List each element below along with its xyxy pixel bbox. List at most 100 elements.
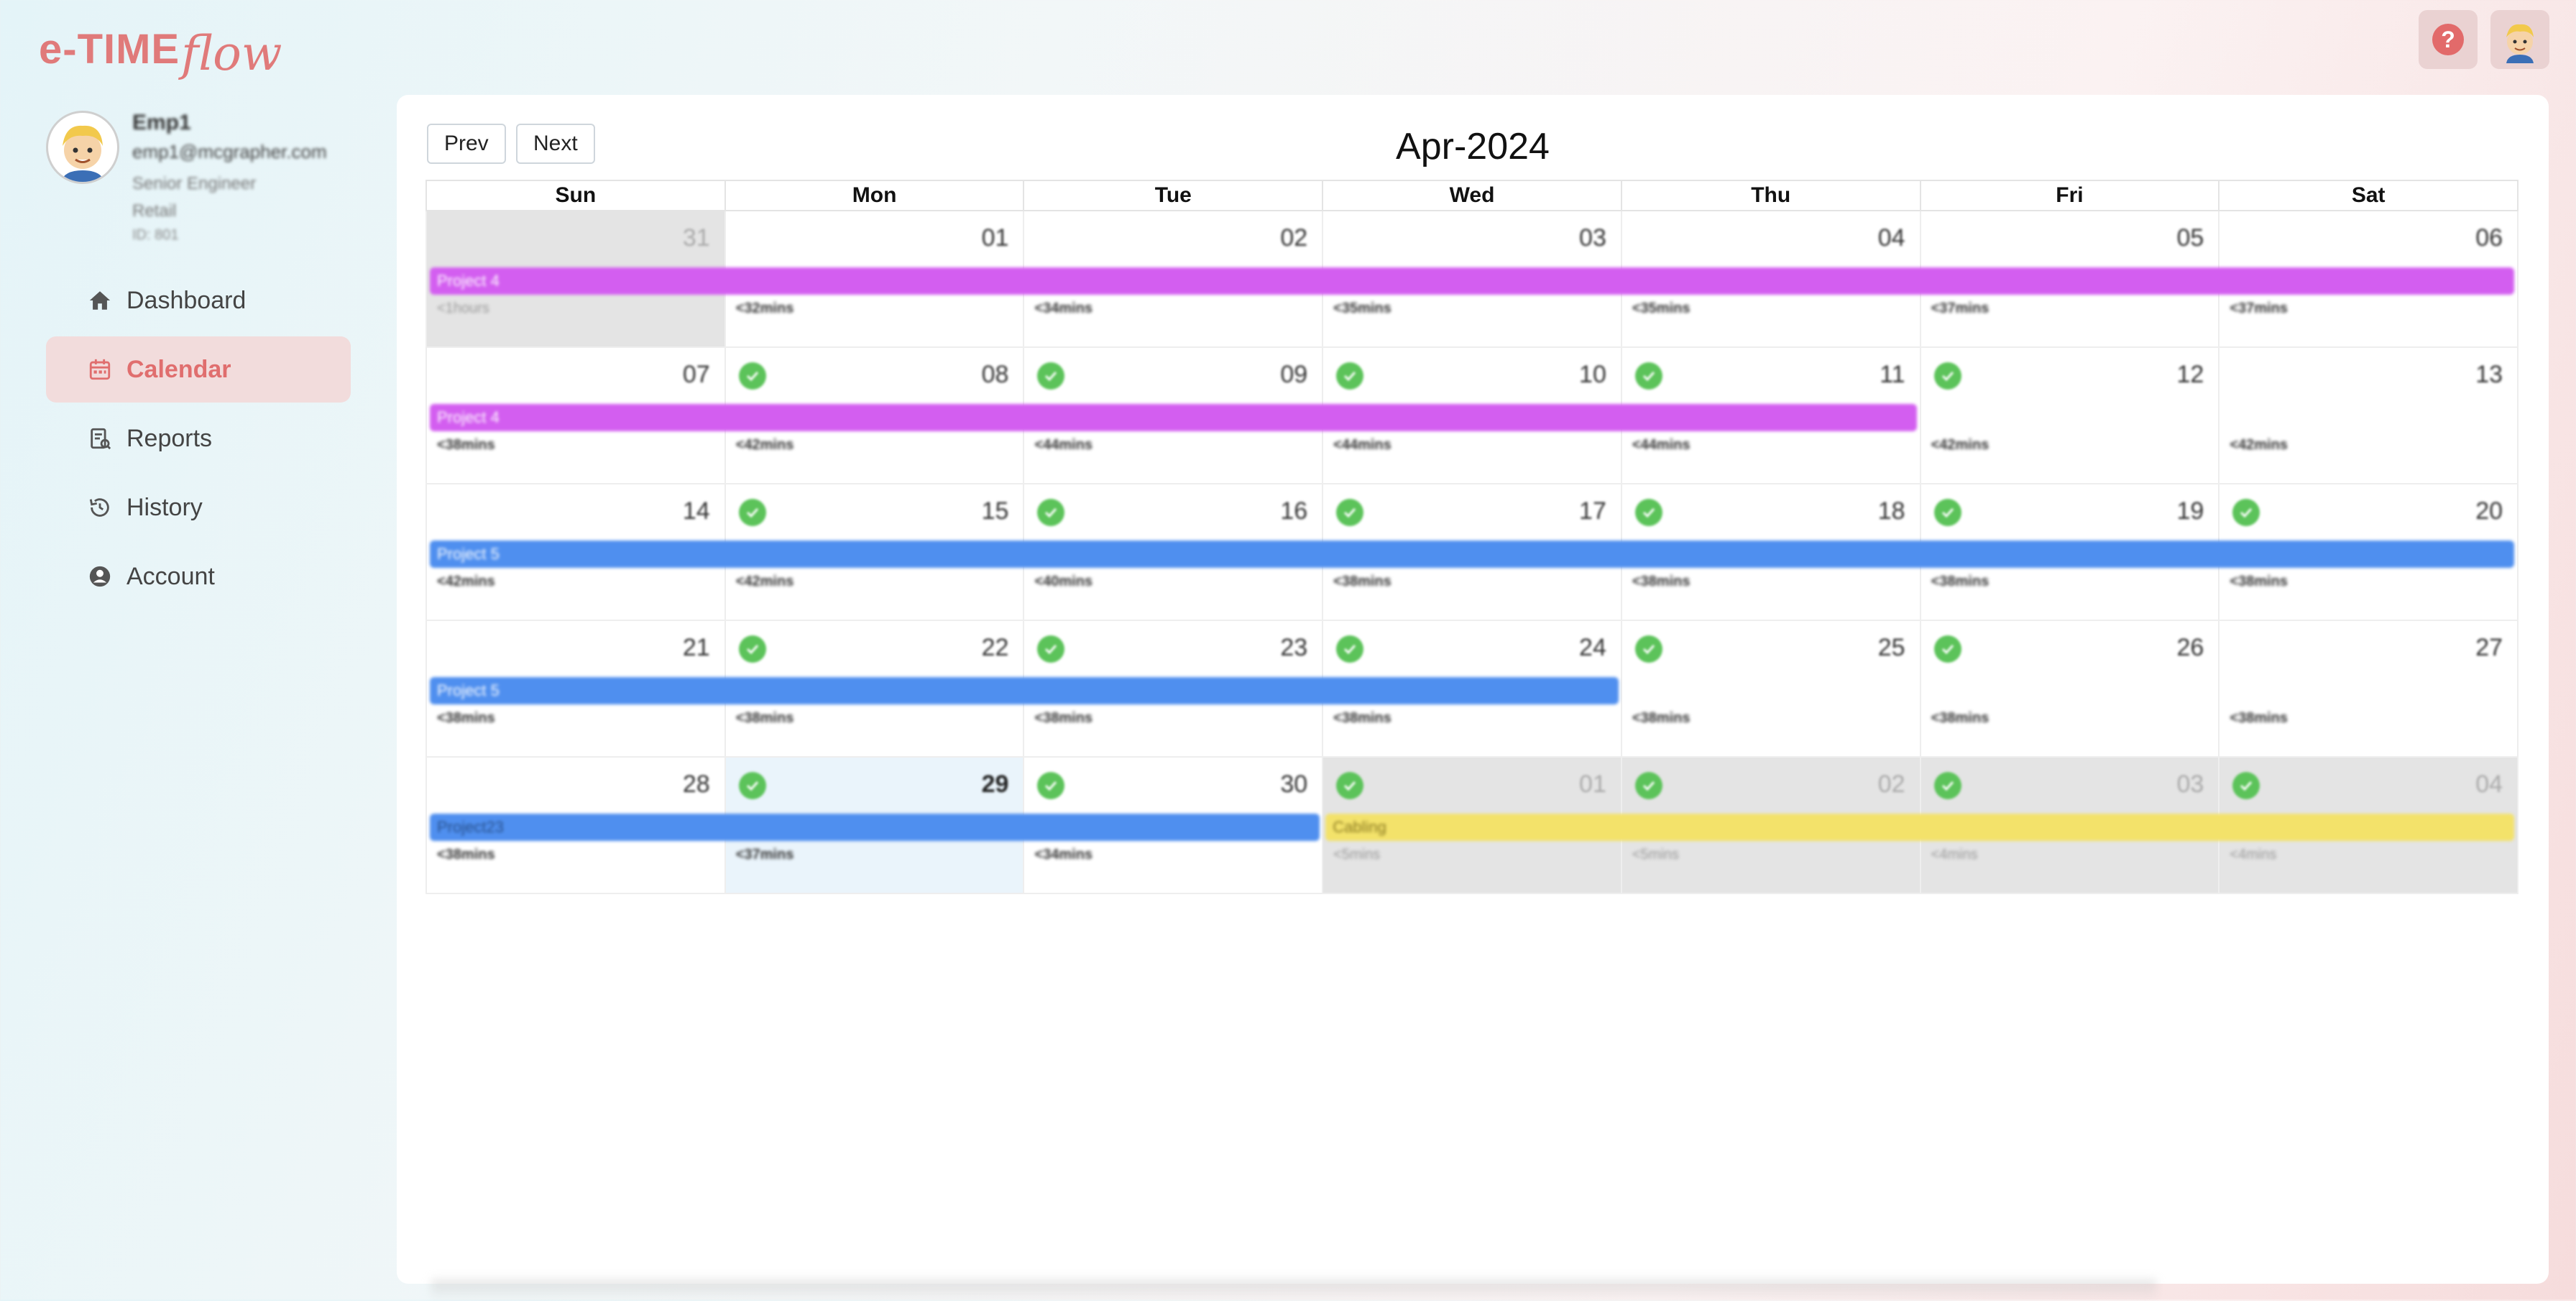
day-number: 17 [1579,497,1606,525]
day-hours: <38mins [1333,574,1392,589]
profile-department: Retail [132,201,177,221]
weekday-fri: Fri [1919,181,2219,210]
day-hours: <40mins [1034,574,1093,589]
day-number: 24 [1579,634,1606,661]
calendar-day[interactable]: 21 <38mins [427,621,724,756]
calendar-day[interactable]: 18 <38mins [1620,484,1920,620]
sidebar-item-reports[interactable]: Reports [46,405,351,472]
day-number: 28 [682,771,710,798]
check-icon [1037,362,1065,390]
avatar-icon [61,125,104,182]
user-avatar-button[interactable] [2490,10,2549,69]
day-hours: <1hours [437,300,489,316]
day-hours: <38mins [437,710,495,726]
day-number: 03 [2176,771,2204,798]
calendar-day[interactable]: 28 <38mins [427,758,724,893]
calendar-event[interactable]: Project23 [430,814,1320,841]
day-number: 27 [2475,634,2503,661]
day-hours: <42mins [735,574,794,589]
sidebar-item-label: Reports [126,424,213,452]
check-icon [1933,772,1961,799]
check-icon [1634,772,1662,799]
account-icon [86,563,114,590]
sidebar-item-history[interactable]: History [46,474,351,541]
calendar-grid: Sun Mon Tue Wed Thu Fri Sat 31 <1hours 01 <32mins… [426,180,2518,894]
calendar-event[interactable]: Project 4 [430,267,2514,295]
next-button[interactable]: Next [516,124,595,164]
day-hours: <38mins [1931,574,1990,589]
profile-id: ID: 801 [132,227,179,243]
profile-avatar [46,111,119,184]
day-hours: <34mins [1034,300,1093,316]
check-icon [1037,499,1065,526]
calendar-day[interactable]: 09 <44mins [1023,348,1322,483]
calendar-day[interactable]: 26 <38mins [1919,621,2219,756]
day-number: 09 [1280,361,1308,388]
check-icon [738,362,766,390]
day-hours: <5mins [1632,847,1679,863]
calendar-event[interactable]: Project 4 [430,404,1918,431]
day-number: 05 [2176,224,2204,252]
day-number: 23 [1280,634,1308,661]
day-number: 29 [981,771,1009,798]
day-number: 31 [682,224,710,252]
calendar-week: 31 <1hours 01 <32mins 02 <34mins 03 <35mins 04 <3… [426,211,2518,348]
calendar-event[interactable]: Project 5 [430,541,2514,568]
day-hours: <34mins [1034,847,1093,863]
day-number: 10 [1579,361,1606,388]
day-hours: <42mins [735,437,794,453]
check-icon [2232,499,2260,526]
check-icon [1037,635,1065,663]
check-icon [1336,635,1364,663]
day-number: 26 [2176,634,2204,661]
calendar-event[interactable]: Project 5 [430,677,1619,704]
calendar-week: 14 <42mins 15 <42mins 16 <40mins 17 <38mins 18 <3… [426,484,2518,621]
calendar-day[interactable]: 25 <38mins [1620,621,1920,756]
day-number: 15 [981,497,1009,525]
calendar-day[interactable]: 16 <40mins [1023,484,1322,620]
day-number: 25 [1877,634,1905,661]
check-icon [1634,635,1662,663]
sidebar-item-label: Dashboard [126,286,247,314]
day-number: 01 [981,224,1009,252]
day-number: 01 [1579,771,1606,798]
app-logo[interactable]: e-TIME flow [39,13,282,85]
calendar-day[interactable]: 20 <38mins [2218,484,2517,620]
day-number: 04 [1877,224,1905,252]
logo-main-text: e-TIME [39,25,180,73]
day-hours: <4mins [1931,847,1978,863]
calendar-day[interactable]: 07 <38mins [427,348,724,483]
day-number: 02 [1877,771,1905,798]
calendar-day[interactable]: 13 <42mins [2218,348,2517,483]
help-button[interactable]: ? [2419,10,2478,69]
reports-icon [86,425,114,452]
calendar-day[interactable]: 14 <42mins [427,484,724,620]
sidebar-item-account[interactable]: Account [46,543,351,610]
sidebar-item-dashboard[interactable]: Dashboard [46,267,351,334]
weekday-wed: Wed [1322,181,1621,210]
sidebar-nav: Dashboard Calendar Reports History Accou… [46,267,351,612]
check-icon [1336,499,1364,526]
weekday-mon: Mon [724,181,1024,210]
calendar-day[interactable]: 24 <38mins [1322,621,1621,756]
calendar-day[interactable]: 23 <38mins [1023,621,1322,756]
prev-button[interactable]: Prev [427,124,506,164]
day-hours: <44mins [1632,437,1690,453]
sidebar-item-calendar[interactable]: Calendar [46,336,351,403]
day-number: 16 [1280,497,1308,525]
calendar-card: Prev Next Apr-2024 Sun Mon Tue Wed Thu Fri Sat… [397,95,2549,1284]
day-hours: <42mins [1931,437,1990,453]
day-hours: <38mins [1931,710,1990,726]
calendar-event[interactable]: Cabling [1325,814,2514,841]
day-number: 30 [1280,771,1308,798]
weekday-tue: Tue [1023,181,1322,210]
day-hours: <37mins [1931,300,1990,316]
day-number: 13 [2475,361,2503,388]
calendar-day[interactable]: 12 <42mins [1919,348,2219,483]
calendar-day[interactable]: 06 <37mins [2218,211,2517,346]
scroll-shadow [431,1279,2156,1301]
calendar-day[interactable]: 27 <38mins [2218,621,2517,756]
calendar-day[interactable]: 10 <44mins [1322,348,1621,483]
calendar-day[interactable]: 02 <34mins [1023,211,1322,346]
check-icon [738,635,766,663]
